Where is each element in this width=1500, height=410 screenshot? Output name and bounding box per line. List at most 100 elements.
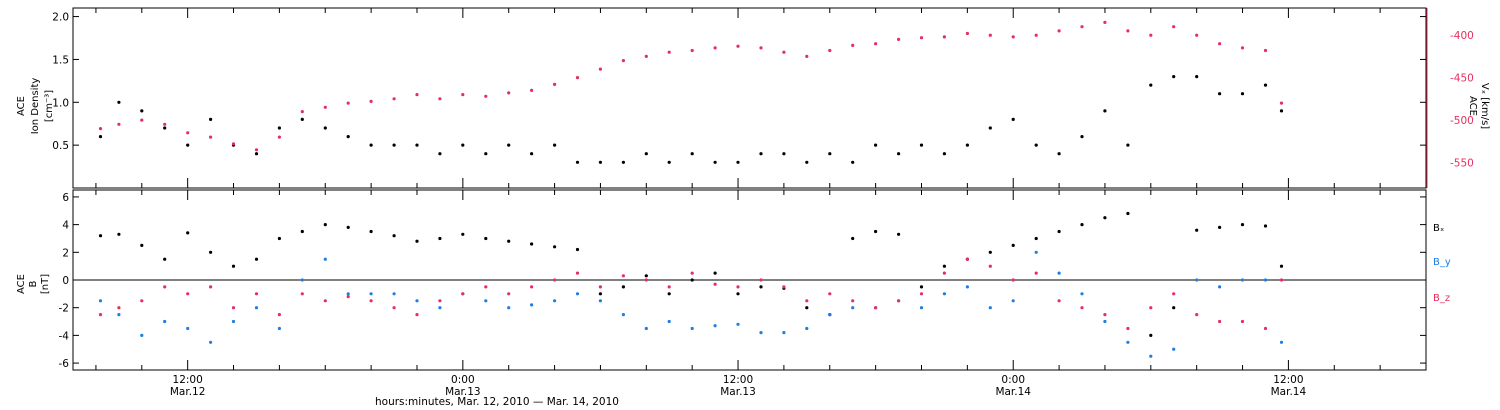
x-tick-label-time: 0:00 [451,374,475,386]
bottom-y-tick-label: 4 [62,220,69,232]
by-point [1057,271,1061,275]
vx-point [1263,48,1268,53]
ion-density-point [1011,117,1015,121]
vx-point [392,97,396,101]
x-axis-title: hours:minutes, Mar. 12, 2010 — Mar. 14, … [375,396,619,408]
bottom-panel-marks [98,211,1284,358]
vx-point [667,50,671,54]
by-point [828,313,832,317]
vx-point [530,88,534,92]
vx-point [484,94,488,98]
x-tick-label-date: Mar.13 [445,386,481,398]
bz-point [1126,326,1130,331]
ion-density-point [1149,83,1153,87]
bx-point [575,247,580,252]
x-tick-label-date: Mar.12 [170,386,206,398]
ion-density-point [461,143,465,147]
bx-point [369,229,373,234]
bx-point [438,236,442,241]
bx-point [1034,236,1038,241]
ion-density-point [919,143,924,147]
by-point [186,326,190,331]
vx-point [1195,33,1199,37]
by-point [759,331,763,335]
ion-density-point [438,152,442,156]
by-point [713,324,717,328]
bx-point [186,231,190,235]
by-point [1034,250,1038,254]
by-point [644,326,648,331]
bz-point [461,292,465,296]
ion-density-point [484,152,488,156]
by-point [1149,354,1153,358]
ion-density-point [323,126,327,130]
bx-point [713,271,717,275]
bottom-y-tick-label: 0 [62,275,69,287]
bx-point [621,285,626,289]
bz-point [186,292,190,296]
bx-point [530,242,534,246]
vx-point [713,46,717,50]
bz-point [1057,299,1061,303]
vx-point [1011,35,1015,39]
vx-point [919,36,924,40]
by-point [575,292,580,296]
x-tick-label-date: Mar.14 [995,386,1031,398]
by-point [117,313,121,317]
ion-density-point [507,143,511,147]
bz-point [782,285,786,289]
bottom-y-ticks: 6 4 2 0 -2 -4 -6 [59,192,1426,370]
bz-point [598,285,603,289]
bz-point [942,271,947,275]
ion-density-point [369,143,373,147]
vx-point [805,54,809,59]
by-point [1172,347,1176,351]
bx-point [1149,333,1153,337]
ion-density-point [736,160,740,164]
legend-bz: B_z [1433,293,1450,304]
bottom-y-tick-label: -4 [59,330,70,342]
by-point [736,322,740,326]
by-point [667,319,671,324]
top-y2label-ace: ACE [1467,96,1478,116]
top-y-tick-label: 2.0 [52,12,69,24]
top-y2-ticks: -400 -450 -500 -550 [1426,8,1474,188]
by-point [300,278,304,282]
bz-point [1195,313,1199,317]
ion-density-point [851,160,855,164]
top-y-ticks: 0.5 1.0 1.5 2.0 [52,12,1426,152]
bz-point [231,306,236,310]
vx-point [438,97,442,101]
vx-point [759,46,763,50]
by-point [163,319,167,324]
top-ylabel-unit: [cm⁻³] [44,90,55,122]
ion-density-point [1240,92,1245,96]
bottom-y-tick-label: -6 [59,358,70,370]
bz-point [117,306,121,310]
vx-point [415,93,419,97]
by-point [1080,292,1084,296]
ion-density-point [1057,152,1061,156]
by-point [1103,319,1107,324]
ion-density-point [598,160,603,164]
legend-by: B_y [1433,257,1451,268]
bz-point [1080,306,1084,310]
top-panel-frame [72,7,1427,189]
by-point [277,326,281,331]
ion-density-point [277,126,281,130]
vx-point [598,67,603,71]
ion-density-point [828,152,832,156]
bx-point [140,243,144,247]
bz-point [828,292,832,296]
bz-point [1172,292,1176,296]
bx-point [919,285,924,289]
top-y-tick-label: 0.5 [52,140,69,152]
by-point [1195,278,1199,282]
ion-density-point [530,152,534,156]
x-tick-label-time: 0:00 [1001,374,1025,386]
bz-point [690,271,694,275]
bx-point [346,225,350,229]
top-ylabel-ace: ACE [16,96,27,116]
bz-point [507,292,511,296]
bx-point [1172,306,1176,310]
